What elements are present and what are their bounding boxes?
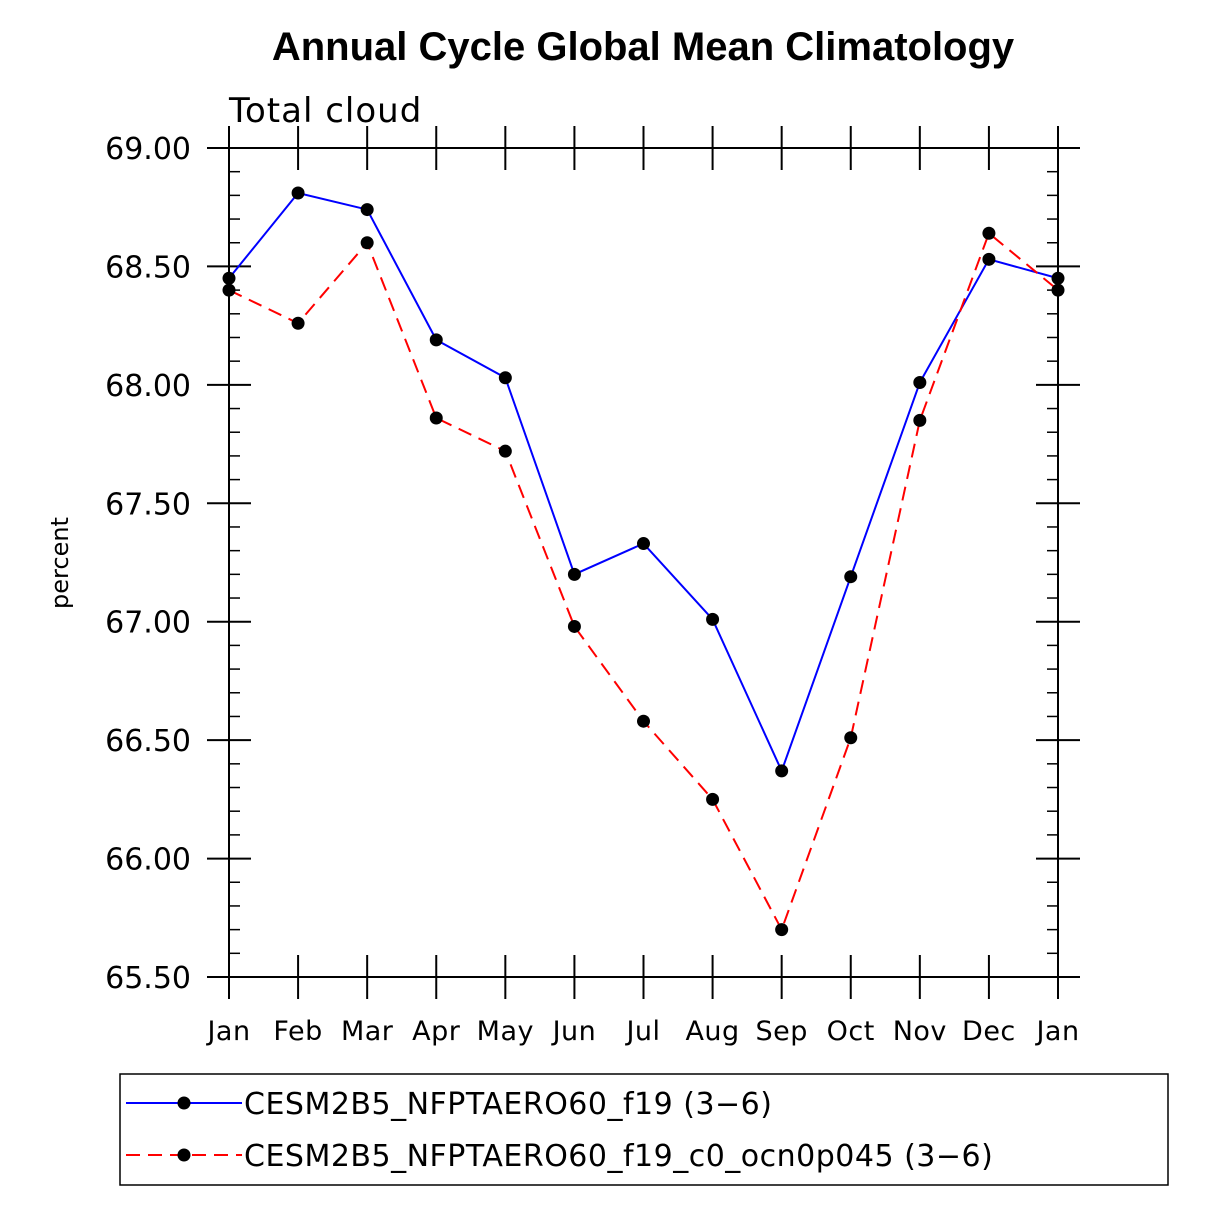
x-tick-label: Aug	[685, 1016, 739, 1047]
x-tick-label: Oct	[827, 1016, 875, 1047]
series-1-point	[498, 371, 512, 385]
chart-subtitle: Total cloud	[228, 91, 422, 131]
x-tick-label: Dec	[962, 1016, 1016, 1047]
axis-ticks	[207, 126, 1080, 999]
y-tick-label: 69.00	[105, 132, 191, 167]
series-1-point	[706, 612, 720, 626]
legend: CESM2B5_NFPTAERO60_f19 (3−6) CESM2B5_NFPT…	[119, 1073, 1169, 1186]
x-tick-label: Jul	[624, 1016, 660, 1047]
plot-frame	[228, 147, 1059, 978]
y-tick-label: 67.00	[105, 606, 191, 641]
legend-frame	[119, 1073, 1169, 1186]
y-tick-label: 68.50	[105, 250, 191, 285]
y-tick-label: 67.50	[105, 487, 191, 522]
y-tick-label: 66.50	[105, 724, 191, 759]
series-2-point	[1051, 283, 1065, 297]
series-2-point	[775, 923, 789, 937]
series-1-point	[222, 271, 236, 285]
legend-marker	[177, 1096, 191, 1110]
series-2-point	[706, 792, 720, 806]
series-1-point	[844, 570, 858, 584]
series-1-point	[360, 203, 374, 217]
y-tick-label: 66.00	[105, 843, 191, 878]
series-1-point	[913, 375, 927, 389]
series-2-point	[913, 413, 927, 427]
series-2	[222, 226, 1065, 937]
x-tick-label: Jun	[551, 1016, 597, 1047]
series-1-point	[291, 186, 305, 200]
series-2-point	[291, 316, 305, 330]
chart-title: Annual Cycle Global Mean Climatology	[272, 25, 1015, 69]
series-1-point	[637, 537, 650, 551]
series-1-point	[982, 252, 996, 266]
x-tick-label: Apr	[412, 1016, 461, 1047]
series-2-point	[567, 619, 581, 633]
x-tick-label: Sep	[755, 1016, 807, 1047]
series-1	[222, 186, 1065, 778]
plot-border	[228, 147, 1059, 978]
series-2-point	[498, 444, 512, 458]
series-1-point	[775, 764, 789, 778]
series-2-point	[222, 283, 236, 297]
series-2-point	[637, 714, 650, 728]
y-axis-label: percent	[46, 517, 74, 609]
x-tick-label: Jan	[205, 1016, 250, 1047]
y-tick-label: 65.50	[105, 961, 191, 996]
legend-entry-2: CESM2B5_NFPTAERO60_f19_c0_ocn0p045 (3−6)	[126, 1139, 993, 1174]
y-tick-labels: 65.50 66.00 66.50 67.00 67.50 68.00 68.50 69.00	[105, 132, 191, 996]
series-layer	[222, 186, 1065, 937]
x-tick-label: Nov	[893, 1016, 947, 1047]
series-2-point	[844, 731, 858, 745]
series-2-point	[429, 411, 443, 425]
series-1-line	[228, 191, 1059, 774]
series-1-point	[429, 333, 443, 347]
legend-label: CESM2B5_NFPTAERO60_f19_c0_ocn0p045 (3−6)	[244, 1139, 993, 1174]
legend-entry-1: CESM2B5_NFPTAERO60_f19 (3−6)	[126, 1087, 772, 1122]
series-1-point	[567, 567, 581, 581]
legend-label: CESM2B5_NFPTAERO60_f19 (3−6)	[244, 1087, 772, 1122]
x-tick-labels: Jan Feb Mar Apr May Jun Jul Aug Sep Oct Nov Dec Jan	[205, 1016, 1079, 1047]
series-2-line	[228, 231, 1059, 933]
x-tick-label: Mar	[341, 1016, 394, 1047]
series-1-point	[1051, 271, 1065, 285]
x-tick-label: Feb	[273, 1016, 322, 1047]
x-tick-label: May	[477, 1016, 534, 1047]
series-2-point	[982, 226, 996, 240]
x-tick-label: Jan	[1034, 1016, 1079, 1047]
legend-marker	[177, 1148, 191, 1162]
y-tick-label: 68.00	[105, 369, 191, 404]
series-2-point	[360, 236, 374, 250]
